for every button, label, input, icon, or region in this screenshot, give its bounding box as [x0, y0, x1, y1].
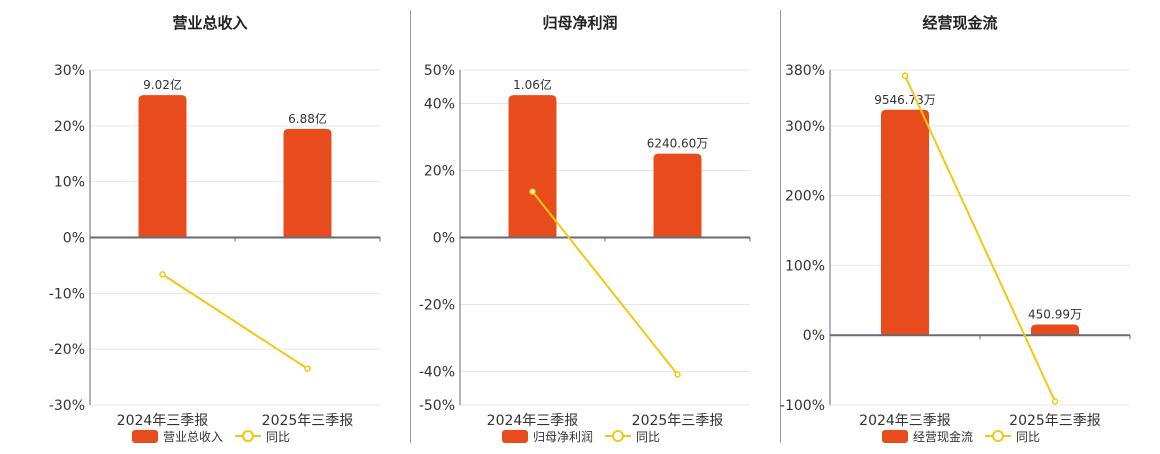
- y-tick-label: 20%: [424, 164, 455, 180]
- y-tick-label: -10%: [49, 286, 85, 302]
- chart-title: 归母净利润: [542, 14, 617, 32]
- y-tick-label: 300%: [785, 119, 825, 135]
- legend-bar-label: 归母净利润: [533, 430, 593, 444]
- y-tick-label: -50%: [419, 398, 455, 414]
- legend-line-label: 同比: [636, 430, 660, 444]
- x-tick-label: 2025年三季报: [262, 413, 354, 429]
- y-tick-label: -40%: [419, 365, 455, 381]
- y-tick-label: 10%: [54, 175, 85, 191]
- bar: [283, 128, 332, 238]
- legend-bar-swatch: [882, 430, 908, 443]
- y-tick-label: 50%: [424, 63, 455, 79]
- x-tick-label: 2024年三季报: [487, 413, 579, 429]
- x-tick-label: 2024年三季报: [859, 413, 951, 429]
- bar-data-label: 450.99万: [1028, 308, 1082, 322]
- bar: [138, 95, 187, 238]
- yoy-line: [531, 190, 679, 376]
- y-tick-label: -20%: [419, 298, 455, 314]
- y-tick-label: 0%: [63, 231, 85, 247]
- yoy-point: [901, 72, 909, 79]
- y-tick-label: 20%: [54, 119, 85, 135]
- bar-data-label: 9.02亿: [143, 77, 182, 92]
- yoy-point: [674, 371, 681, 378]
- chart-panel-3: 经营现金流 380% 300% 200% 100% 0% -100% 9546.73万 2024…: [780, 14, 1131, 444]
- y-tick-label: 0%: [433, 231, 455, 247]
- yoy-point: [304, 365, 311, 372]
- x-tick-label: 2024年三季报: [117, 413, 209, 429]
- y-tick-label: 200%: [785, 189, 825, 205]
- yoy-line: [904, 75, 1056, 402]
- y-tick-label: 100%: [785, 258, 825, 274]
- chart-title: 营业总收入: [172, 14, 247, 32]
- y-tick-label: -20%: [49, 342, 85, 358]
- bar: [1031, 324, 1079, 336]
- legend-line-label: 同比: [266, 430, 290, 444]
- x-tick-label: 2025年三季报: [632, 413, 724, 429]
- chart-title: 经营现金流: [922, 14, 997, 32]
- y-tick-label: 40%: [424, 97, 455, 113]
- bar: [508, 95, 557, 238]
- bar-data-label: 6240.60万: [647, 137, 709, 151]
- bar-data-label: 1.06亿: [513, 77, 552, 92]
- chart-panel-2: 归母净利润 50% 40% 20% 0% -20% -40% -50% 1.06亿 2024年三季…: [419, 14, 751, 444]
- y-tick-label: -100%: [780, 398, 825, 414]
- y-tick-label: -30%: [49, 398, 85, 414]
- bar: [653, 153, 702, 238]
- legend-line-marker: [612, 430, 624, 442]
- legend-bar-swatch: [132, 430, 158, 443]
- chart-panel-1: 营业总收入 30% 20% 10% 0% -10% -20% -30% 9.02亿 2024年三季…: [49, 14, 381, 444]
- legend-bar-label: 经营现金流: [913, 429, 973, 444]
- yoy-point: [529, 188, 536, 195]
- legend-bar-label: 营业总收入: [163, 430, 223, 444]
- yoy-line: [161, 273, 309, 370]
- x-tick-label: 2025年三季报: [1009, 413, 1101, 429]
- y-tick-label: 30%: [54, 63, 85, 79]
- yoy-point: [1051, 398, 1059, 405]
- legend-line-marker: [242, 430, 254, 442]
- bar: [881, 109, 929, 336]
- yoy-point: [159, 271, 166, 278]
- y-tick-label: 380%: [785, 63, 825, 79]
- bar-data-label: 9546.73万: [874, 93, 936, 107]
- legend-bar-swatch: [502, 430, 528, 443]
- bar-data-label: 6.88亿: [288, 111, 327, 126]
- legend-line-label: 同比: [1016, 430, 1040, 444]
- legend-line-marker: [992, 430, 1004, 442]
- y-tick-label: 0%: [803, 328, 825, 344]
